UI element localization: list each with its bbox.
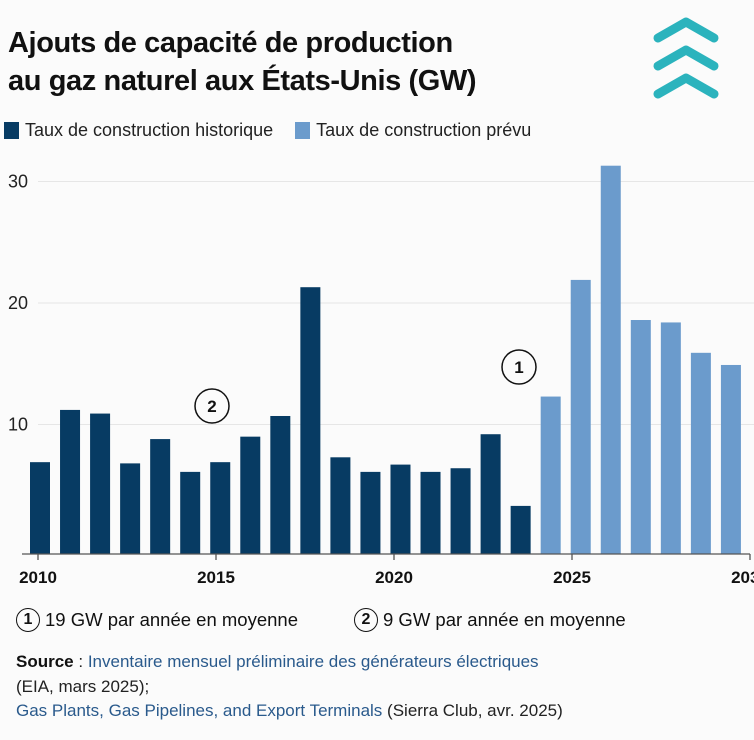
title-line-1: Ajouts de capacité de production (8, 27, 453, 59)
bar-planned (570, 279, 591, 554)
y-tick-label: 10 (8, 415, 28, 435)
annotation-notes: 1 19 GW par année en moyenne 2 9 GW par … (16, 608, 682, 632)
note-text: 19 GW par année en moyenne (45, 609, 298, 630)
bar-historical (450, 468, 471, 554)
bar-historical (30, 462, 50, 554)
legend: Taux de construction historique Taux de … (4, 120, 553, 141)
x-tick-label: 2025 (553, 568, 591, 587)
triple-chevron-up-icon (653, 17, 719, 99)
legend-label: Taux de construction historique (25, 120, 274, 140)
x-tick-label: 2015 (197, 568, 235, 587)
source-label: Source (16, 652, 74, 671)
legend-item-historical: Taux de construction historique (4, 120, 273, 141)
legend-label: Taux de construction prévu (316, 120, 532, 140)
source-eia-text: (EIA, mars 2025); (16, 676, 150, 696)
bar-planned (720, 364, 741, 554)
note-1: 1 19 GW par année en moyenne (16, 608, 298, 632)
bar-historical (150, 439, 171, 554)
source-link-eia[interactable]: Inventaire mensuel préliminaire des géné… (87, 652, 539, 671)
bar-planned (630, 320, 651, 554)
note-2: 2 9 GW par année en moyenne (354, 608, 626, 632)
x-tick-label: 2020 (375, 568, 413, 587)
title-line-2: au gaz naturel aux États-Unis (GW) (8, 65, 477, 97)
bar-planned (690, 352, 711, 554)
bar-planned (540, 396, 561, 554)
bar-planned (660, 322, 681, 554)
annotation-label: 1 (514, 358, 523, 377)
annotation-marker: 1 (16, 608, 40, 632)
bar-historical (360, 471, 381, 554)
annotation-label: 2 (207, 397, 216, 416)
bar-historical (480, 434, 501, 554)
annotation-marker: 2 (354, 608, 378, 632)
annotation-circle-2 (194, 388, 230, 424)
bar-planned (600, 165, 621, 554)
source-sep: : (73, 652, 88, 671)
bar-historical (180, 471, 201, 554)
bar-historical (210, 462, 231, 554)
legend-item-planned: Taux de construction prévu (295, 120, 531, 141)
bar-historical (60, 409, 81, 554)
legend-swatch-historical (4, 122, 19, 139)
source-sierra-text: (Sierra Club, avr. 2025) (382, 701, 563, 720)
source-link-sierra-club[interactable]: Gas Plants, Gas Pipelines, and Export Te… (16, 701, 383, 720)
source: Source : Inventaire mensuel préliminaire… (16, 650, 563, 724)
y-tick-label: 20 (8, 293, 28, 313)
annotation-circle-1 (501, 349, 537, 385)
bar-historical (300, 287, 321, 554)
bar-historical (120, 463, 141, 554)
bar-historical (90, 413, 111, 554)
bar-historical (510, 505, 531, 554)
bar-historical (330, 457, 351, 554)
bar-historical (240, 436, 261, 554)
note-text: 9 GW par année en moyenne (383, 609, 626, 630)
x-tick-label: 2010 (19, 568, 57, 587)
bar-historical (420, 471, 441, 554)
legend-swatch-planned (295, 122, 311, 139)
bar-historical (270, 415, 291, 554)
bar-chart: 1020302010201520202025203012 (8, 165, 754, 587)
y-tick-label: 30 (8, 172, 28, 192)
bar-historical (390, 464, 411, 554)
chart-title: Ajouts de capacité de production au gaz … (8, 24, 477, 100)
